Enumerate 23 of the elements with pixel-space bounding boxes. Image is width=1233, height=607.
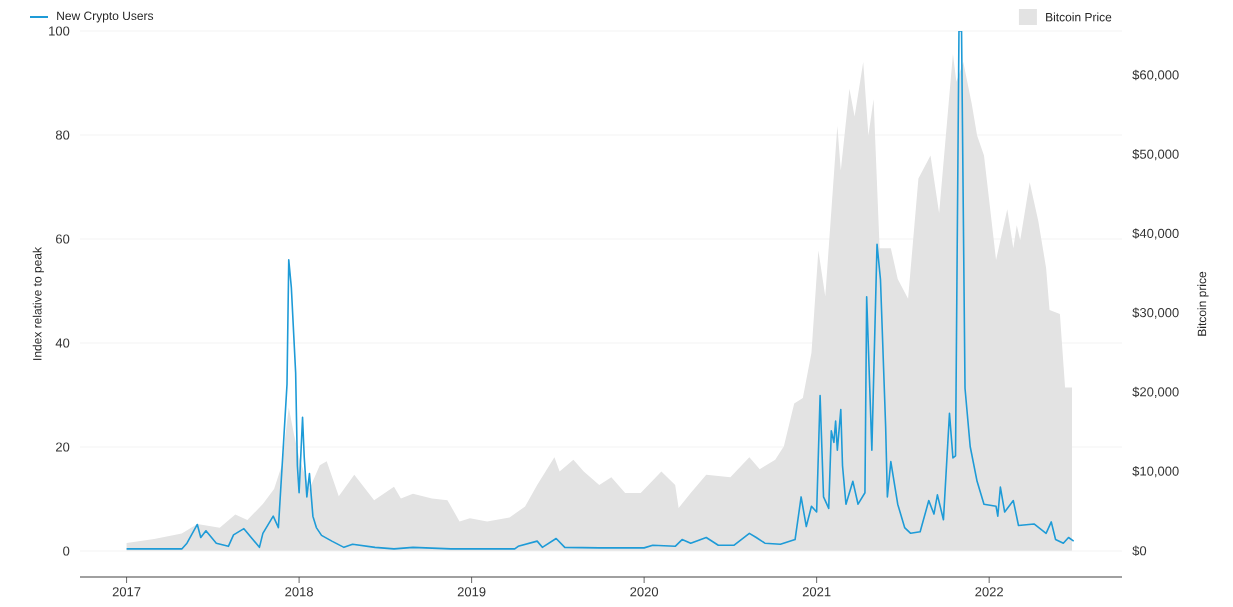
- x-tick-label: 2022: [975, 587, 1003, 597]
- legend-label: Bitcoin Price: [1046, 12, 1112, 22]
- y2-axis-title: Bitcoin price: [1197, 271, 1209, 336]
- y2-tick-label: $60,000: [1132, 69, 1179, 82]
- y2-tick-label: $20,000: [1132, 386, 1179, 398]
- y2-tick-label: $40,000: [1132, 228, 1179, 240]
- x-tick-label: 2021: [802, 587, 831, 597]
- x-tick-label: 2017: [112, 587, 141, 597]
- y-tick-label: 80: [55, 130, 70, 140]
- x-tick-label: 2018: [285, 587, 313, 597]
- y2-tick-label: $30,000: [1132, 307, 1179, 319]
- y-tick-label: 60: [56, 234, 70, 244]
- y-tick-label: 20: [56, 442, 70, 452]
- legend-label: New Crypto Users: [57, 11, 154, 23]
- y2-tick-label: $0: [1132, 545, 1147, 557]
- y2-tick-label: $10,000: [1132, 465, 1179, 478]
- x-tick-label: 2020: [630, 587, 659, 597]
- y2-tick-label: $50,000: [1132, 148, 1179, 161]
- x-tick-label: 2019: [457, 587, 486, 597]
- y-tick-label: 100: [49, 26, 70, 36]
- y-tick-label: 40: [55, 338, 70, 348]
- y-tick-label: 0: [63, 546, 70, 556]
- y-axis-title: Index relative to peak: [32, 246, 44, 360]
